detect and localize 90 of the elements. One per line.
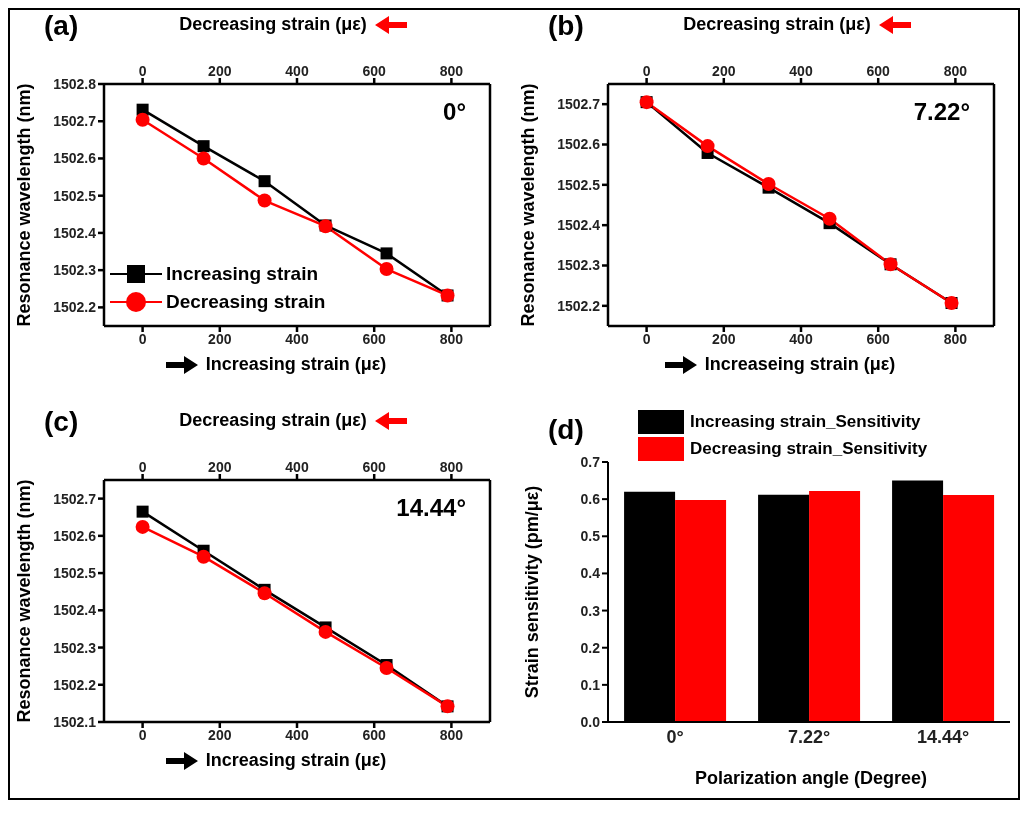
x2-tick-label: 200 xyxy=(208,459,232,475)
x-tick-label: 400 xyxy=(285,330,309,347)
y-tick-label: 1502.7 xyxy=(53,113,97,130)
bar xyxy=(675,499,727,722)
y-tick-label: 1502.6 xyxy=(557,136,601,153)
y-tick-label: 1502.3 xyxy=(557,257,601,274)
y-tick-label: 0.0 xyxy=(580,713,601,730)
y-tick-label: 1502.2 xyxy=(53,299,97,316)
x-tick-label: 0 xyxy=(138,726,147,743)
y-tick-label: 1502.2 xyxy=(53,676,97,693)
chart-title: (d) xyxy=(548,414,584,446)
y-tick-label: 1502.5 xyxy=(53,187,97,204)
y-axis-title: Strain sensitivity (pm/με) xyxy=(522,485,543,699)
legend-label: Decreasing strain_Sensitivity xyxy=(690,438,928,459)
y-tick-label: 0.7 xyxy=(580,453,601,470)
y-tick-label: 1502.3 xyxy=(53,262,97,279)
x-tick-label: 800 xyxy=(943,330,968,347)
x-tick-label: 600 xyxy=(866,330,891,347)
legend-label: Increasing strain xyxy=(166,263,319,285)
x2-tick-label: 0 xyxy=(138,459,147,475)
x2-tick-label: 400 xyxy=(789,63,813,79)
x2-axis-title: Decreasing strain (με) xyxy=(178,410,368,431)
x-tick-label: 800 xyxy=(439,330,464,347)
y-tick-label: 1502.5 xyxy=(557,176,601,193)
x-axis-title: Increasing strain (με) xyxy=(204,750,388,771)
x-axis-title: Polarization angle (Degree) xyxy=(693,768,929,789)
annotation: 7.22° xyxy=(913,98,970,126)
x2-tick-label: 400 xyxy=(285,459,309,475)
y-tick-label: 0.3 xyxy=(580,602,601,619)
x2-tick-label: 400 xyxy=(285,63,309,79)
point xyxy=(380,247,393,260)
x-tick-label: 600 xyxy=(362,330,387,347)
y-tick-label: 1502.6 xyxy=(53,150,97,167)
y-tick-label: 1502.2 xyxy=(557,297,601,314)
y-tick-label: 1502.4 xyxy=(557,217,601,234)
annotation: 0° xyxy=(443,98,466,126)
y-tick-label: 0.2 xyxy=(580,639,601,656)
x2-tick-label: 0 xyxy=(642,63,651,79)
y-axis-title: Resonance wavelength (nm) xyxy=(14,83,35,327)
bar xyxy=(809,490,861,722)
point xyxy=(197,140,210,153)
annotation: 14.44° xyxy=(396,494,466,522)
chart-title: (a) xyxy=(44,10,79,42)
y-tick-label: 0.5 xyxy=(580,528,601,545)
x2-tick-label: 200 xyxy=(208,63,232,79)
point xyxy=(258,175,271,188)
y-tick-label: 0.4 xyxy=(580,565,601,582)
x2-tick-label: 200 xyxy=(712,63,736,79)
x2-tick-label: 600 xyxy=(866,63,891,79)
x2-tick-label: 800 xyxy=(943,63,968,79)
y-tick-label: 1502.4 xyxy=(53,602,97,619)
x-tick-label: 800 xyxy=(439,726,464,743)
x-tick-label: 0 xyxy=(138,330,147,347)
bar xyxy=(943,495,995,722)
x-tick-label: 600 xyxy=(362,726,387,743)
x2-tick-label: 600 xyxy=(362,63,387,79)
x-axis-title: Increaseing strain (με) xyxy=(703,354,897,375)
y-axis-title: Resonance wavelength (nm) xyxy=(14,479,35,723)
x2-tick-label: 0 xyxy=(138,63,147,79)
chart-title: (b) xyxy=(548,10,584,42)
x-tick-label: 200 xyxy=(208,330,232,347)
x-tick-label: 200 xyxy=(712,330,736,347)
x-tick-label: 400 xyxy=(789,330,813,347)
point xyxy=(136,505,149,518)
y-tick-label: 1502.5 xyxy=(53,565,97,582)
y-tick-label: 0.1 xyxy=(580,676,601,693)
y-tick-label: 1502.8 xyxy=(53,75,97,92)
y-tick-label: 1502.1 xyxy=(53,713,97,730)
x2-axis-title: Decreasing strain (με) xyxy=(178,14,368,35)
x2-axis-title: Decreasing strain (με) xyxy=(682,14,872,35)
x-tick-label: 200 xyxy=(208,726,232,743)
y-tick-label: 1502.3 xyxy=(53,639,97,656)
chart-title: (c) xyxy=(44,406,79,438)
x2-tick-label: 800 xyxy=(439,63,464,79)
y-axis-title: Resonance wavelength (nm) xyxy=(518,83,539,327)
x2-tick-label: 600 xyxy=(362,459,387,475)
y-tick-label: 1502.6 xyxy=(53,527,97,544)
y-tick-label: 1502.7 xyxy=(53,490,97,507)
y-tick-label: 1502.4 xyxy=(53,224,97,241)
x-tick-label: 400 xyxy=(285,726,309,743)
x-tick-label: 14.44° xyxy=(916,726,970,747)
legend-label: Increasing strain_Sensitivity xyxy=(690,411,921,432)
legend-label: Decreasing strain xyxy=(166,291,326,313)
x-tick-label: 0 xyxy=(642,330,651,347)
y-tick-label: 0.6 xyxy=(580,491,601,508)
y-tick-label: 1502.7 xyxy=(557,96,601,113)
x-tick-label: 7.22° xyxy=(787,726,831,747)
x-axis-title: Increasing strain (με) xyxy=(204,354,388,375)
x-tick-label: 0° xyxy=(666,726,684,747)
x2-tick-label: 800 xyxy=(439,459,464,475)
